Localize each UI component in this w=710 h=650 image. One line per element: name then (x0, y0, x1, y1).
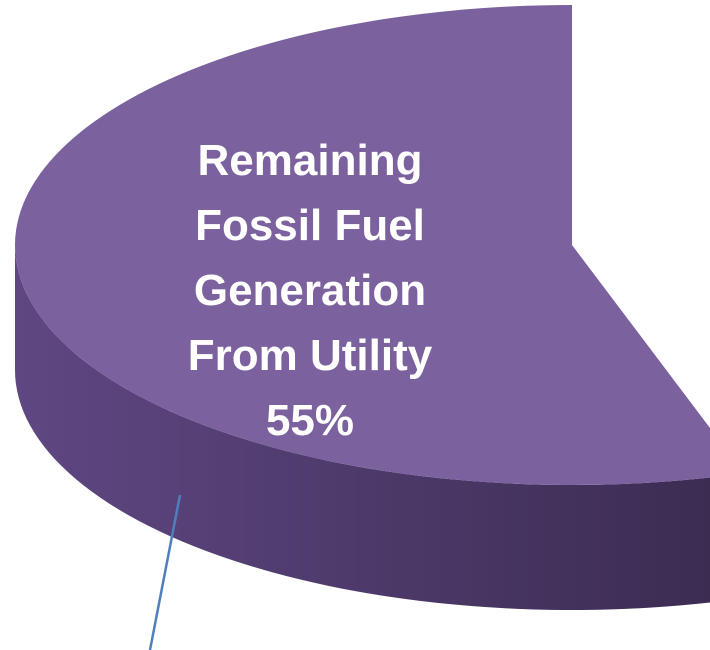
slices (15, 5, 710, 611)
slice-side (15, 245, 710, 611)
slice-label: Remaining Fossil Fuel Generation From Ut… (187, 136, 433, 380)
slice (15, 5, 710, 485)
slice-value-label: 55% (265, 396, 355, 445)
leader-line (148, 494, 182, 650)
